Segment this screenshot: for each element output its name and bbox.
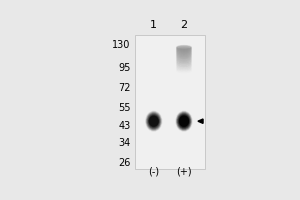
Ellipse shape bbox=[146, 112, 161, 130]
Ellipse shape bbox=[151, 118, 156, 125]
Ellipse shape bbox=[146, 111, 162, 131]
Ellipse shape bbox=[180, 116, 188, 126]
Text: 34: 34 bbox=[118, 138, 130, 148]
Ellipse shape bbox=[177, 51, 191, 55]
Ellipse shape bbox=[179, 115, 189, 127]
Ellipse shape bbox=[181, 117, 188, 125]
Ellipse shape bbox=[177, 57, 191, 61]
Ellipse shape bbox=[149, 115, 159, 127]
Ellipse shape bbox=[149, 116, 158, 126]
Ellipse shape bbox=[177, 61, 191, 64]
Text: 95: 95 bbox=[118, 63, 130, 73]
Ellipse shape bbox=[177, 112, 191, 130]
Text: 43: 43 bbox=[118, 121, 130, 131]
Ellipse shape bbox=[177, 59, 191, 63]
Ellipse shape bbox=[148, 114, 160, 128]
Ellipse shape bbox=[153, 120, 155, 123]
Text: 1: 1 bbox=[150, 20, 157, 30]
Ellipse shape bbox=[177, 52, 191, 56]
Text: 26: 26 bbox=[118, 158, 130, 168]
Ellipse shape bbox=[177, 63, 191, 67]
Ellipse shape bbox=[183, 120, 185, 123]
Ellipse shape bbox=[178, 113, 190, 129]
Ellipse shape bbox=[181, 118, 187, 125]
Ellipse shape bbox=[177, 56, 191, 60]
Ellipse shape bbox=[177, 62, 191, 66]
Text: 72: 72 bbox=[118, 83, 130, 93]
Ellipse shape bbox=[177, 65, 191, 68]
Ellipse shape bbox=[177, 53, 191, 57]
Ellipse shape bbox=[153, 121, 154, 122]
Ellipse shape bbox=[177, 46, 191, 49]
Text: 130: 130 bbox=[112, 40, 130, 50]
Ellipse shape bbox=[182, 119, 186, 124]
Ellipse shape bbox=[150, 117, 157, 125]
Ellipse shape bbox=[178, 114, 190, 128]
Bar bbox=[135, 35, 205, 169]
Ellipse shape bbox=[177, 54, 191, 58]
Ellipse shape bbox=[177, 49, 191, 53]
Ellipse shape bbox=[177, 50, 191, 54]
Ellipse shape bbox=[177, 58, 191, 62]
Ellipse shape bbox=[149, 116, 158, 126]
Ellipse shape bbox=[177, 47, 191, 51]
Text: 55: 55 bbox=[118, 103, 130, 113]
Ellipse shape bbox=[147, 113, 160, 129]
Ellipse shape bbox=[177, 48, 191, 52]
Text: 2: 2 bbox=[180, 20, 188, 30]
Text: (+): (+) bbox=[176, 166, 192, 176]
Text: (-): (-) bbox=[148, 166, 159, 176]
Ellipse shape bbox=[152, 119, 156, 124]
Ellipse shape bbox=[176, 111, 192, 131]
Polygon shape bbox=[198, 119, 203, 123]
Ellipse shape bbox=[180, 116, 188, 126]
